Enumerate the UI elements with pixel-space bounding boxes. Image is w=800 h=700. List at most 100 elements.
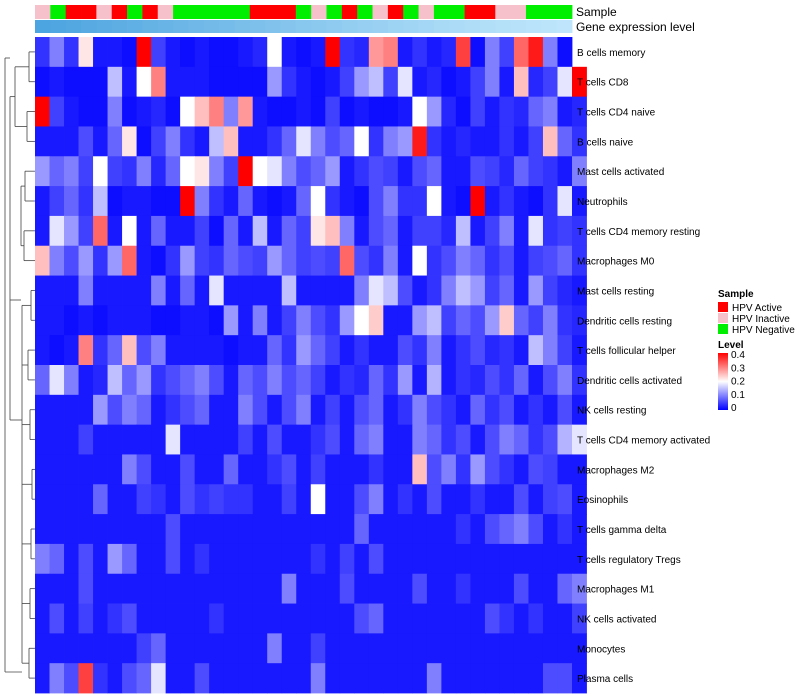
- heatmap-cell: [484, 424, 500, 455]
- heatmap-cell: [484, 186, 500, 217]
- sample-annotation-cell: [372, 5, 389, 19]
- sample-annotation-cell: [525, 5, 542, 19]
- heatmap-cell: [281, 66, 297, 98]
- heatmap-cell: [165, 245, 181, 276]
- heatmap-cell: [151, 305, 167, 336]
- heatmap-cell: [64, 275, 79, 306]
- heatmap-cell: [136, 96, 152, 127]
- heatmap-cell: [383, 603, 399, 634]
- row-label: T cells gamma delta: [577, 525, 667, 536]
- heatmap-cell: [572, 66, 587, 98]
- heatmap-cell: [151, 394, 167, 426]
- heatmap-cell: [339, 245, 355, 276]
- heatmap-cell: [238, 186, 254, 217]
- heatmap-cell: [238, 335, 254, 366]
- heatmap-cell: [78, 245, 94, 276]
- heatmap-cell: [107, 365, 123, 396]
- heatmap-cell: [397, 66, 413, 98]
- sample-annotation-cell: [127, 5, 143, 19]
- heatmap-cell: [93, 66, 108, 98]
- heatmap-cell: [397, 275, 413, 306]
- heatmap-cell: [426, 454, 442, 485]
- heatmap-cell: [368, 484, 384, 515]
- heatmap-cell: [296, 484, 312, 515]
- heatmap-cell: [223, 365, 239, 396]
- heatmap-cell: [354, 603, 370, 634]
- heatmap-cell: [542, 37, 558, 68]
- heatmap-cell: [441, 543, 457, 575]
- heatmap-cell: [122, 215, 137, 247]
- heatmap-cell: [223, 543, 239, 575]
- heatmap-cell: [151, 156, 167, 187]
- sample-annotation-cell: [111, 5, 128, 19]
- heatmap-cell: [572, 365, 587, 396]
- heatmap-cell: [194, 424, 210, 455]
- heatmap-cell: [267, 633, 283, 664]
- heatmap-cell: [441, 365, 457, 396]
- heatmap-cell: [122, 245, 137, 276]
- sample-legend-swatch: [718, 313, 728, 323]
- heatmap-cell: [49, 573, 65, 604]
- heatmap-cell: [470, 603, 486, 634]
- heatmap-cell: [122, 365, 137, 396]
- heatmap-cell: [513, 335, 529, 366]
- heatmap-cell: [499, 66, 515, 98]
- gene-expression-cell: [249, 20, 266, 33]
- heatmap-cell: [528, 543, 544, 575]
- heatmap-cell: [281, 603, 297, 634]
- heatmap-cell: [542, 66, 558, 98]
- heatmap-cell: [557, 335, 573, 366]
- row-label: T cells CD4 naive: [577, 108, 656, 119]
- heatmap-cell: [470, 305, 486, 336]
- heatmap-cell: [339, 186, 355, 217]
- heatmap-cell: [223, 633, 239, 664]
- heatmap-cell: [93, 543, 108, 575]
- heatmap-cell: [542, 424, 558, 455]
- heatmap-cell: [354, 66, 370, 98]
- heatmap-cell: [35, 66, 50, 98]
- heatmap-cell: [49, 633, 65, 664]
- heatmap-cell: [470, 484, 486, 515]
- heatmap-cell: [412, 126, 428, 157]
- heatmap-cell: [223, 484, 239, 515]
- heatmap-cell: [572, 215, 587, 247]
- heatmap-cell: [180, 424, 196, 455]
- heatmap-cell: [310, 573, 326, 604]
- heatmap-cell: [296, 305, 312, 336]
- heatmap-cell: [383, 543, 399, 575]
- heatmap-cell: [455, 484, 471, 515]
- gene-expression-cell: [479, 20, 496, 33]
- heatmap-cell: [49, 603, 65, 634]
- heatmap-cell: [397, 126, 413, 157]
- heatmap-cell: [572, 126, 587, 157]
- heatmap-cell: [484, 365, 500, 396]
- heatmap-cell: [412, 215, 428, 247]
- heatmap-cell: [383, 573, 399, 604]
- heatmap-cell: [238, 394, 254, 426]
- gene-expression-cell: [142, 20, 159, 33]
- heatmap-cell: [557, 365, 573, 396]
- heatmap-cell: [412, 37, 428, 68]
- heatmap-cell: [281, 633, 297, 664]
- sample-annotation-cell: [188, 5, 205, 19]
- gene-expression-cell: [525, 20, 542, 33]
- heatmap-cell: [412, 484, 428, 515]
- gene-expression-annotation-label: Gene expression level: [576, 20, 695, 34]
- heatmap-cell: [572, 186, 587, 217]
- heatmap-cell: [223, 603, 239, 634]
- sample-annotation-cell: [433, 5, 450, 19]
- heatmap-cell: [339, 484, 355, 515]
- heatmap-cell: [296, 335, 312, 366]
- heatmap-cell: [122, 633, 137, 664]
- heatmap-cell: [35, 126, 50, 157]
- heatmap-cell: [325, 335, 341, 366]
- heatmap-cell: [325, 603, 341, 634]
- heatmap-cell: [412, 424, 428, 455]
- heatmap-cell: [49, 454, 65, 485]
- heatmap-cell: [180, 156, 196, 187]
- heatmap-cell: [296, 66, 312, 98]
- heatmap-cell: [165, 365, 181, 396]
- heatmap-cell: [513, 394, 529, 426]
- heatmap-cell: [281, 215, 297, 247]
- heatmap-cell: [528, 573, 544, 604]
